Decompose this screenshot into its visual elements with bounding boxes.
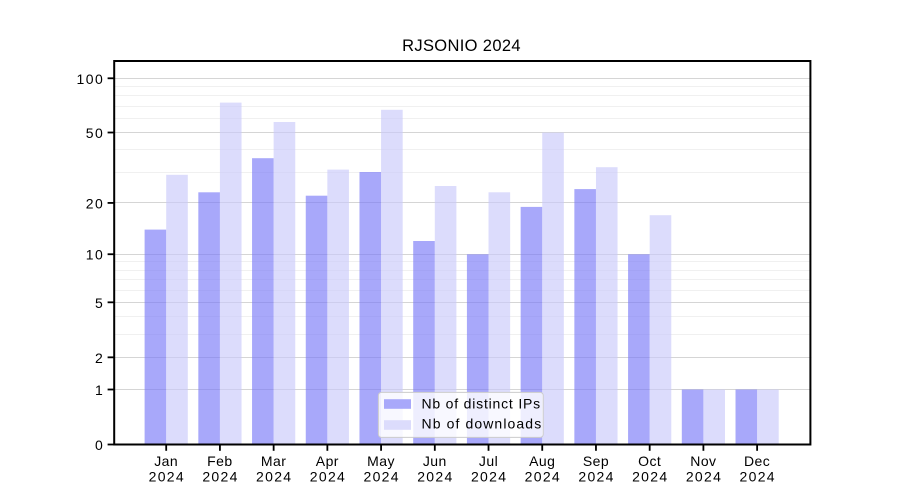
svg-text:RJSONIO 2024: RJSONIO 2024 <box>402 37 521 55</box>
svg-text:2024: 2024 <box>740 469 776 485</box>
svg-text:Oct: Oct <box>638 453 661 469</box>
svg-text:Dec: Dec <box>744 453 770 469</box>
svg-text:Jun: Jun <box>423 453 447 469</box>
svg-text:20: 20 <box>86 195 105 211</box>
svg-text:2024: 2024 <box>632 469 668 485</box>
svg-text:1: 1 <box>95 382 104 398</box>
svg-text:10: 10 <box>86 247 105 263</box>
svg-text:Jan: Jan <box>154 453 178 469</box>
svg-text:Sep: Sep <box>583 453 609 469</box>
svg-text:2: 2 <box>95 350 104 366</box>
svg-text:Nb of downloads: Nb of downloads <box>422 416 543 432</box>
svg-text:Nov: Nov <box>690 453 716 469</box>
svg-text:Mar: Mar <box>261 453 286 469</box>
svg-text:Apr: Apr <box>316 453 339 469</box>
svg-text:2024: 2024 <box>149 469 185 485</box>
svg-text:2024: 2024 <box>202 469 238 485</box>
svg-text:100: 100 <box>76 71 104 87</box>
svg-text:5: 5 <box>95 295 104 311</box>
svg-text:2024: 2024 <box>364 469 400 485</box>
svg-text:2024: 2024 <box>525 469 561 485</box>
svg-text:2024: 2024 <box>578 469 614 485</box>
svg-text:2024: 2024 <box>256 469 292 485</box>
svg-text:Feb: Feb <box>207 453 232 469</box>
svg-text:0: 0 <box>95 437 104 453</box>
svg-text:Aug: Aug <box>529 453 555 469</box>
svg-text:May: May <box>367 453 395 469</box>
svg-text:2024: 2024 <box>310 469 346 485</box>
svg-text:50: 50 <box>86 125 105 141</box>
svg-text:2024: 2024 <box>686 469 722 485</box>
svg-text:Jul: Jul <box>479 453 498 469</box>
svg-text:2024: 2024 <box>417 469 453 485</box>
svg-text:2024: 2024 <box>471 469 507 485</box>
svg-text:Nb of distinct IPs: Nb of distinct IPs <box>422 396 541 412</box>
